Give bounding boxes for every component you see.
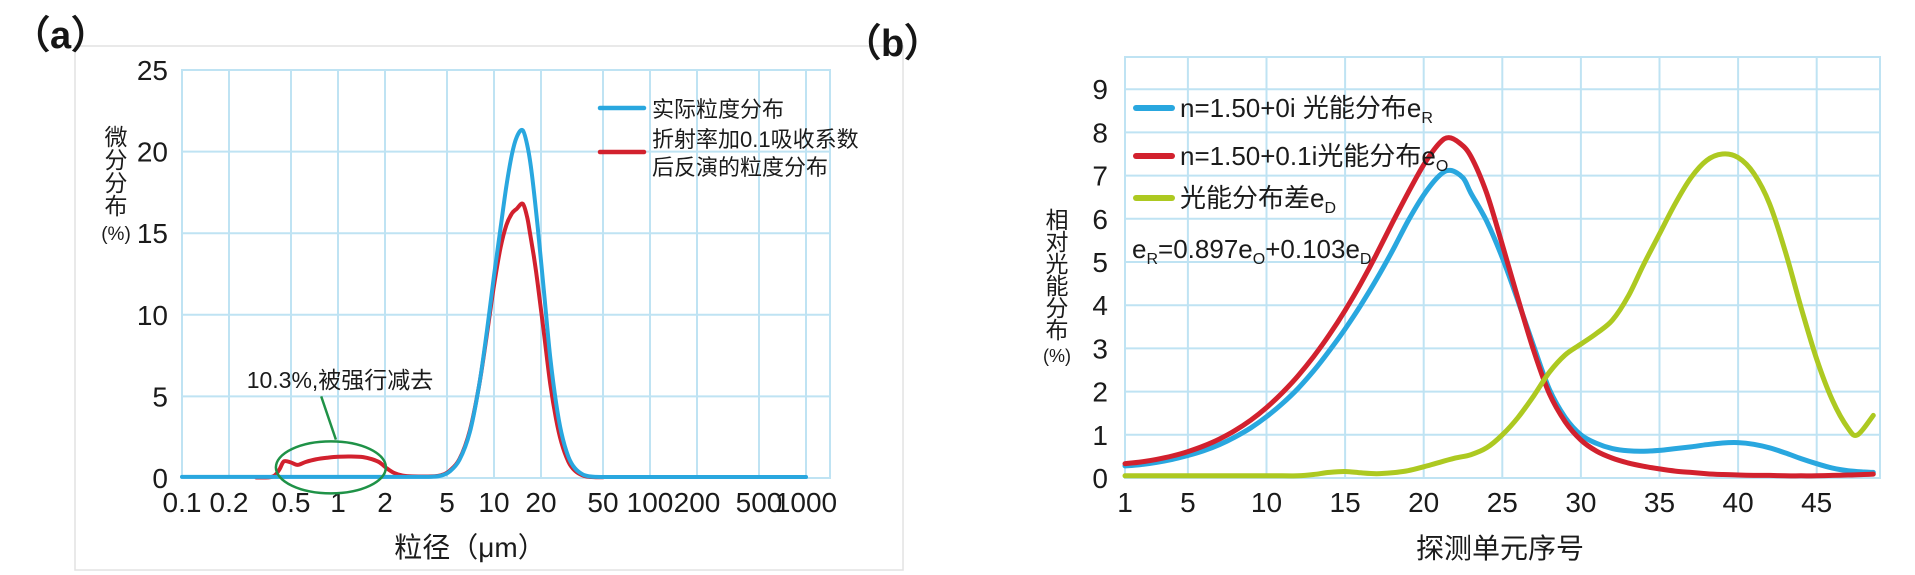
y-tick-label: 5 [1092,247,1108,278]
x-tick-label: 0.5 [272,487,311,518]
x-axis-title: 探测单元序号 [1416,533,1584,564]
x-tick-label: 15 [1330,487,1361,518]
x-tick-label: 10 [478,487,509,518]
y-axis-unit: (%) [1043,346,1071,366]
y-tick-label: 7 [1092,161,1108,192]
equation-term: e [1132,234,1146,264]
x-tick-label: 1 [1117,487,1133,518]
legend-label: n=1.50+0i 光能分布eR [1180,93,1433,127]
y-axis-title-char: 分 [1046,295,1069,321]
y-tick-label: 2 [1092,377,1108,408]
y-axis-title-char: 布 [1046,317,1069,343]
series-curve-b-0 [1122,167,1876,475]
equation-term: +0.103e [1265,234,1360,264]
x-tick-label: 20 [1408,487,1439,518]
y-tick-label: 4 [1092,290,1108,321]
chart-b: 1 5 10 15 20 25 30 35 40 450123456789探测单元序号相对光能分布… [1043,56,1881,564]
y-tick-label: 1 [1092,420,1108,451]
x-tick-label: 2 [377,487,393,518]
legend-label: 光能分布差eD [1180,183,1336,217]
legend-label: n=1.50+0.1i光能分布eO [1180,141,1448,175]
legend-label-subscript: O [1436,158,1448,175]
equation-subscript: D [1360,251,1372,268]
figure-box [74,45,904,571]
x-tick-label: 5 [1180,487,1196,518]
panel-label-b: （b） [843,23,943,65]
y-tick-label: 3 [1092,333,1108,364]
annotation-text: 10.3%,被强行减去 [247,367,434,393]
y-axis-title-char: 相 [1046,207,1069,233]
y-tick-label: 9 [1092,74,1108,105]
x-axis-title: 粒径（μm） [394,532,545,563]
series-curve-a-1 [180,127,808,480]
x-tick-label: 30 [1565,487,1596,518]
equation-subscript: R [1146,251,1158,268]
x-tick-label: 500 [736,487,783,518]
y-tick-label: 6 [1092,204,1108,235]
y-axis-title-char: 分 [105,170,128,196]
legend-label-subscript: D [1324,200,1336,217]
x-tick-label: 35 [1644,487,1675,518]
x-tick-label: 1000 [775,487,837,518]
legend-label-main: n=1.50+0i 光能分布e [1180,93,1421,123]
x-tick-label: 0.1 [163,487,202,518]
y-tick-label: 0 [1092,463,1108,494]
equation-text: eR=0.897eO+0.103eD [1132,234,1371,268]
annotation-ellipse [274,440,388,495]
y-tick-label: 0 [152,463,168,494]
y-axis-title-char: 光 [1046,251,1069,277]
x-tick-label: 5 [439,487,455,518]
y-axis-title-char: 微 [105,124,128,150]
x-tick-label: 10 [1251,487,1282,518]
x-tick-label: 45 [1801,487,1832,518]
legend-label: 实际粒度分布 [652,97,784,122]
x-tick-label: 100 [627,487,674,518]
panel-label-a: （a） [12,15,110,57]
x-tick-label: 25 [1487,487,1518,518]
equation-term: =0.897e [1158,234,1253,264]
y-tick-label: 25 [137,55,168,86]
series-curve-a-0 [254,201,605,480]
legend-label-subscript: R [1421,110,1433,127]
y-axis-title-char: 分 [105,147,128,173]
x-tick-label: 20 [525,487,556,518]
annotation-leader-line [320,395,338,441]
legend-label-main: 光能分布差e [1180,183,1324,213]
legend-label: 后反演的粒度分布 [652,155,828,180]
x-tick-label: 200 [674,487,721,518]
y-tick-label: 5 [152,381,168,412]
y-axis-unit: (%) [101,224,131,245]
x-tick-label: 50 [587,487,618,518]
series-curve-b-1 [1122,135,1876,479]
y-tick-label: 8 [1092,117,1108,148]
plot-border [181,69,831,479]
chart-a: 0.1 0.2 0.5 1 2 5 10 20 50 100 200 5001000051015202… [74,45,904,571]
x-tick-label: 1 [330,487,346,518]
y-tick-label: 10 [137,300,168,331]
y-axis-title-char: 能 [1046,273,1069,299]
y-axis-title-char: 布 [105,193,128,219]
x-tick-label: 0.2 [210,487,249,518]
legend-label: 折射率加0.1吸收系数 [652,127,859,152]
equation-subscript: O [1253,251,1265,268]
series-curve-b-2 [1122,151,1876,479]
plot-border [1124,56,1881,479]
y-tick-label: 20 [137,137,168,168]
y-tick-label: 15 [137,218,168,249]
x-tick-label: 40 [1723,487,1754,518]
legend-label-main: n=1.50+0.1i光能分布e [1180,141,1436,171]
y-axis-title-char: 对 [1046,229,1069,255]
